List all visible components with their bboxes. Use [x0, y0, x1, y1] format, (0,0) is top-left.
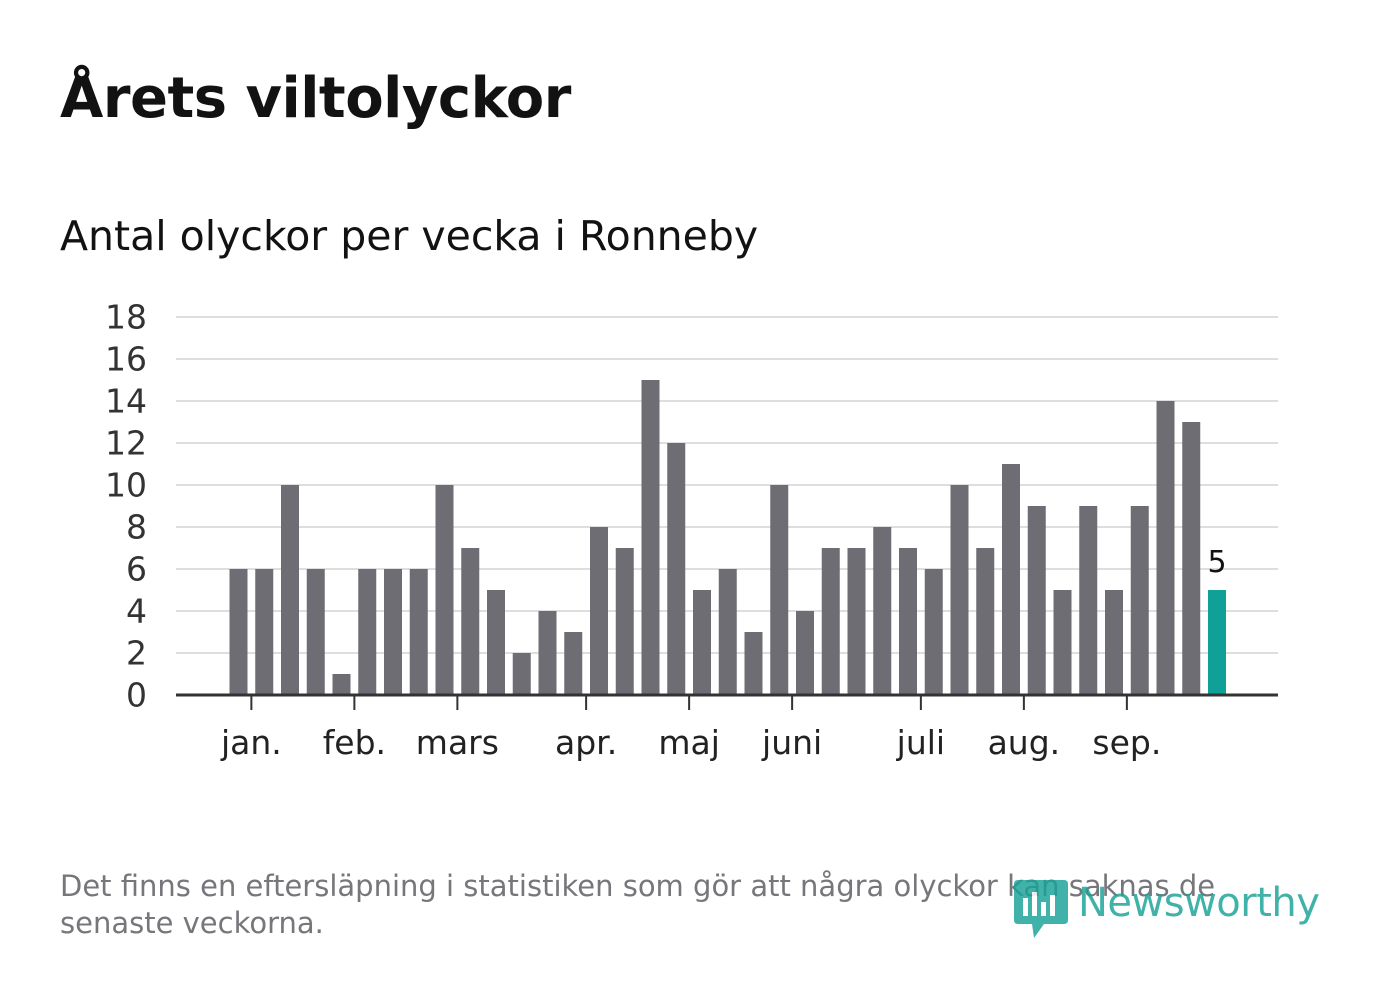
bar	[332, 674, 351, 695]
bar-highlight	[1208, 590, 1226, 695]
y-tick-label-18: 18	[105, 298, 147, 337]
bar	[487, 590, 505, 695]
bar	[976, 548, 995, 695]
bar	[667, 443, 686, 695]
bar	[693, 590, 711, 695]
bar	[718, 569, 737, 695]
chart-subtitle: Antal olyckor per vecka i Ronneby	[60, 212, 759, 260]
bar	[409, 569, 428, 695]
newsworthy-logo-icon	[1014, 880, 1068, 938]
y-tick-label-16: 16	[105, 340, 147, 379]
x-tick-label: maj	[658, 723, 720, 762]
bar	[950, 485, 969, 695]
bar	[796, 611, 814, 695]
bar	[306, 569, 325, 695]
bar	[1130, 506, 1149, 695]
x-tick-label: sep.	[1092, 723, 1161, 762]
bar	[873, 527, 892, 695]
bar	[821, 548, 840, 695]
y-tick-label-10: 10	[105, 466, 147, 505]
bar	[1002, 464, 1020, 695]
bar	[1182, 422, 1201, 695]
bar	[435, 485, 454, 695]
x-tick-label: jan.	[220, 723, 282, 762]
bar	[358, 569, 377, 695]
y-tick-label-0: 0	[126, 676, 147, 715]
x-tick-label: juli	[896, 723, 945, 762]
newsworthy-logo-text: Newsworthy	[1078, 880, 1320, 926]
bar	[1156, 401, 1175, 695]
x-tick-label: apr.	[555, 723, 617, 762]
highlight-value-label: 5	[1207, 545, 1226, 580]
y-tick-label-8: 8	[126, 508, 147, 547]
bar	[641, 380, 660, 695]
bar	[924, 569, 943, 695]
bar	[615, 548, 634, 695]
x-tick-label: feb.	[323, 723, 386, 762]
bar	[770, 485, 789, 695]
bar	[899, 548, 917, 695]
bar	[281, 485, 299, 695]
bar	[1053, 590, 1072, 695]
bars: 5	[229, 380, 1227, 695]
y-tick-label-2: 2	[126, 634, 147, 673]
bar	[847, 548, 866, 695]
bar	[590, 527, 608, 695]
bar	[538, 611, 557, 695]
bar	[564, 632, 583, 695]
y-tick-label-12: 12	[105, 424, 147, 463]
x-tick-label: mars	[416, 723, 499, 762]
bar	[1079, 506, 1098, 695]
bar	[255, 569, 274, 695]
x-axis-ticks: jan. feb. mars apr. maj juni juli aug. sep.	[220, 695, 1161, 762]
y-tick-label-4: 4	[126, 592, 147, 631]
bar	[384, 569, 402, 695]
bar	[744, 632, 763, 695]
chart-title: Årets viltolyckor	[60, 66, 571, 131]
bar	[1027, 506, 1046, 695]
bar	[229, 569, 248, 695]
newsworthy-logo[interactable]: Newsworthy	[1010, 876, 1320, 946]
bar	[512, 653, 531, 695]
y-tick-label-14: 14	[105, 382, 147, 421]
x-tick-label: juni	[761, 723, 822, 762]
x-tick-label: aug.	[988, 723, 1061, 762]
bar	[1105, 590, 1123, 695]
y-tick-label-6: 6	[126, 550, 147, 589]
bar	[461, 548, 480, 695]
